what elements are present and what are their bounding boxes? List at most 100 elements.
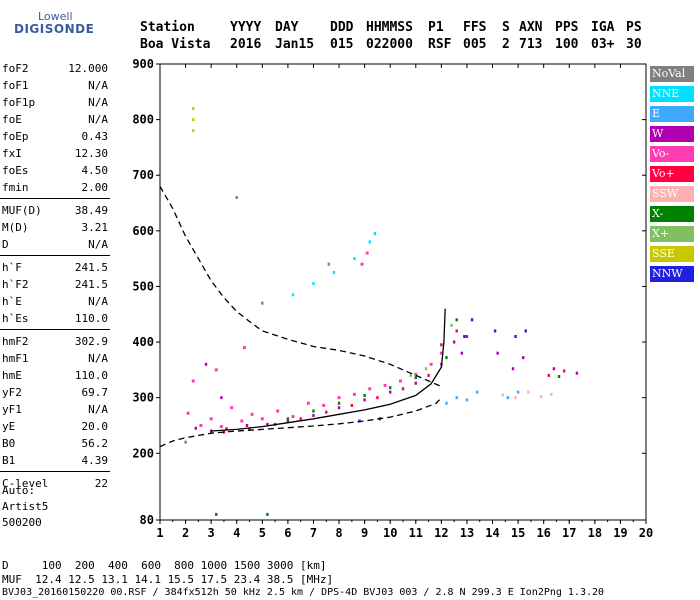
- y-tick-label: 600: [132, 224, 154, 238]
- param-value: 3.21: [81, 221, 109, 234]
- echo-point-ssw: [514, 396, 517, 400]
- echo-point-nne: [312, 282, 315, 286]
- header-label-3: DDD: [330, 20, 354, 35]
- echo-point-w: [266, 422, 269, 426]
- echo-point-vo: [562, 369, 566, 373]
- echo-point-vo: [360, 262, 364, 266]
- x-tick-label: 19: [613, 526, 627, 540]
- x-tick-label: 18: [588, 526, 602, 540]
- echo-point-nnw: [463, 334, 466, 338]
- x-tick-label: 7: [310, 526, 317, 540]
- echo-point-w: [460, 351, 464, 355]
- auto-label: Auto:: [2, 484, 36, 497]
- header-label-8: AXN: [519, 20, 543, 35]
- echo-point-w: [225, 427, 228, 431]
- echo-point-nne: [353, 257, 356, 261]
- y-tick-label: 700: [132, 168, 154, 182]
- echo-point-w: [194, 426, 198, 430]
- param-name: hmF1: [2, 352, 29, 365]
- param-row: foF2 12.000: [2, 60, 108, 77]
- param-row: B1 4.39: [2, 452, 108, 469]
- legend-item-ssw: SSW: [650, 186, 694, 202]
- echo-point-vo: [230, 406, 234, 410]
- header-value-9: 100: [555, 37, 579, 52]
- echo-point-w: [220, 396, 223, 400]
- param-row: D N/A: [2, 236, 108, 253]
- param-row: MUF(D) 38.49: [2, 202, 108, 219]
- logo-line1: Lowell: [38, 10, 73, 23]
- param-row: fxI 12.30: [2, 145, 108, 162]
- echo-point-ssw: [527, 390, 530, 394]
- echo-point-w: [575, 371, 579, 375]
- echo-point-vo: [276, 409, 280, 413]
- param-separator: [0, 255, 110, 256]
- echo-point-nnw: [470, 318, 474, 322]
- header-value-0: Boa Vista: [140, 37, 211, 52]
- echo-point-e: [475, 390, 479, 394]
- param-value: 56.2: [81, 437, 109, 450]
- header-label-1: YYYY: [230, 20, 262, 35]
- echo-point-sse: [192, 118, 195, 122]
- echo-point-w: [312, 413, 315, 417]
- echo-point-vo: [191, 379, 195, 383]
- legend-item-nne: NNE: [650, 86, 694, 102]
- param-name: h`Es: [2, 312, 29, 325]
- param-value: 20.0: [81, 420, 109, 433]
- param-row: B0 56.2: [2, 435, 108, 452]
- param-row: h`F 241.5: [2, 259, 108, 276]
- param-name: hmF2: [2, 335, 29, 348]
- y-tick-label: 200: [132, 446, 154, 460]
- header-label-5: P1: [428, 20, 444, 35]
- legend-item-noval: NoVal: [650, 66, 694, 82]
- echo-point-w: [389, 390, 392, 394]
- param-row: fmin 2.00: [2, 179, 108, 196]
- auto-software: Artist5: [2, 500, 49, 513]
- param-name: foEp: [2, 130, 29, 143]
- x-tick-label: 9: [361, 526, 368, 540]
- legend-item-x: X-: [650, 206, 694, 222]
- param-row: C-level 22: [2, 475, 108, 492]
- param-name: h`F2: [2, 278, 29, 291]
- muf-curve: [159, 185, 442, 388]
- echo-point-w: [286, 419, 290, 423]
- param-value: N/A: [88, 352, 108, 365]
- footer-muf-row: MUF 12.4 12.5 13.1 14.1 15.5 17.5 23.4 3…: [2, 573, 334, 586]
- echo-point-w: [245, 423, 249, 427]
- header-value-3: 015: [330, 37, 354, 52]
- param-name: C-level: [2, 477, 49, 490]
- echo-point-vo: [401, 387, 405, 391]
- header-label-9: PPS: [555, 20, 579, 35]
- echo-point-nnw: [493, 329, 497, 333]
- header-value-1: 2016: [230, 37, 262, 52]
- footer-file-info: BVJ03_20160150220 00.RSF / 384fx512h 50 …: [2, 587, 605, 598]
- param-name: D: [2, 238, 9, 251]
- param-separator: [0, 471, 110, 472]
- y-tick-label: 800: [132, 113, 154, 127]
- param-row: hmF1 N/A: [2, 350, 108, 367]
- param-name: B1: [2, 454, 16, 467]
- header-label-10: IGA: [591, 20, 615, 35]
- echo-point-e: [445, 401, 448, 405]
- model-curve: [159, 397, 442, 448]
- echo-point-sse: [192, 129, 195, 133]
- auto-code: 500200: [2, 516, 42, 529]
- y-tick-label: 300: [132, 391, 154, 405]
- param-value: 4.50: [81, 164, 109, 177]
- param-name: yF1: [2, 403, 22, 416]
- echo-point-vo: [440, 343, 443, 347]
- param-row: hmF2 302.9: [2, 333, 108, 350]
- echo-point-x: [450, 323, 453, 327]
- profile-curve: [211, 308, 446, 432]
- x-tick-label: 5: [259, 526, 266, 540]
- header-value-2: Jan15: [275, 37, 315, 52]
- echo-point-vo: [352, 392, 356, 396]
- header-value-4: 022000: [366, 37, 413, 52]
- param-value: N/A: [88, 238, 108, 251]
- param-name: foEs: [2, 164, 29, 177]
- echo-point-vo: [365, 251, 369, 255]
- param-row: foEp 0.43: [2, 128, 108, 145]
- param-name: yF2: [2, 386, 22, 399]
- echo-point-w: [496, 351, 499, 355]
- echo-point-w: [209, 429, 213, 433]
- echo-point-vo: [383, 383, 387, 387]
